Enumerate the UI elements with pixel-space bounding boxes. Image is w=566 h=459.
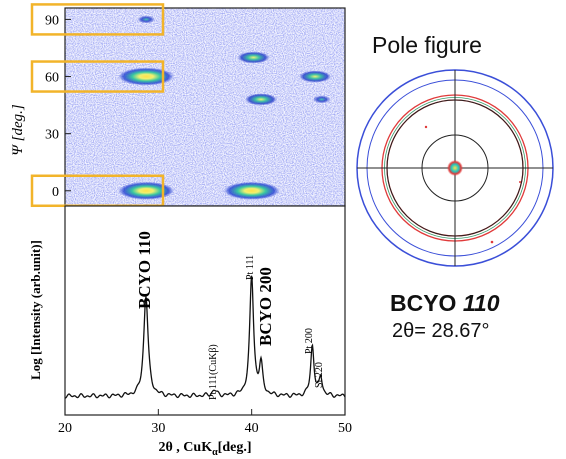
psi-2theta-map: 0 30 60 90 Ψ [deg.]: [10, 3, 346, 208]
peak-label-pt111-cukb: Pt 111(CuKβ): [208, 344, 219, 400]
xrd-x-tick-label: 40: [245, 421, 259, 436]
pole-speck: [490, 240, 494, 244]
map-y-tick-label: 90: [45, 13, 59, 28]
diffraction-spot: [299, 70, 332, 83]
xrd-pattern: 20 30 40 50 Log [Intensity (arb.unit)] 2θ ,…: [28, 205, 352, 458]
diffraction-spot: [223, 181, 280, 200]
xrd-x-tick-label: 50: [338, 421, 352, 436]
xrd-line: [64, 275, 346, 399]
diffraction-spot: [237, 51, 270, 64]
pole-speck: [519, 181, 521, 183]
xrd-x-axis-subscript: α: [212, 447, 218, 458]
pole-figure-reflection: BCYO 110: [390, 290, 500, 317]
xrd-x-tick-label: 30: [151, 421, 165, 436]
diffraction-spot: [137, 15, 156, 24]
pole-speck: [424, 125, 428, 129]
diffraction-spot: [312, 95, 331, 104]
peak-label-bcyo-200: BCYO 200: [256, 267, 275, 346]
diffraction-spot: [118, 181, 175, 200]
pole-caption-hkl: 110: [462, 290, 500, 316]
peak-label-bcyo-110: BCYO 110: [135, 231, 154, 309]
xrd-x-tick-label: 20: [58, 421, 72, 436]
xrd-frame: [64, 205, 346, 416]
xrd-y-axis-label: Log [Intensity (arb.unit)]: [28, 240, 43, 380]
xrd-x-axis-label: 2θ , CuKα[deg.]: [158, 440, 251, 458]
pole-caption-phase: BCYO: [390, 290, 457, 316]
map-y-axis-label: Ψ [deg.]: [10, 104, 26, 156]
peak-label-si220: Si 220: [314, 362, 325, 388]
pole-figure-two-theta: 2θ= 28.67°: [392, 320, 490, 342]
psi-highlight-box: [30, 3, 165, 36]
xrd-x-axis-unit: [deg.]: [218, 440, 252, 455]
map-y-ticks: 0 30 60 90: [45, 13, 71, 200]
peak-label-pt111: Pt 111: [245, 255, 256, 280]
map-noise: [65, 8, 345, 206]
pole-center-spot: [447, 160, 463, 176]
map-y-tick-label: 0: [52, 185, 59, 200]
psi-highlight-box: [30, 60, 165, 93]
diffraction-spot: [245, 93, 277, 106]
map-y-tick-label: 30: [45, 128, 59, 143]
diffraction-spot: [118, 67, 175, 86]
peak-label-pt200: Pt 200: [304, 328, 315, 354]
map-y-tick-label: 60: [45, 71, 59, 86]
diffraction-spots: [118, 15, 332, 200]
pole-figure-title: Pole figure: [372, 32, 482, 58]
psi-highlight-boxes: [30, 3, 165, 208]
pole-figure: [356, 69, 554, 267]
xrd-x-ticks: 20 30 40 50: [58, 409, 352, 436]
